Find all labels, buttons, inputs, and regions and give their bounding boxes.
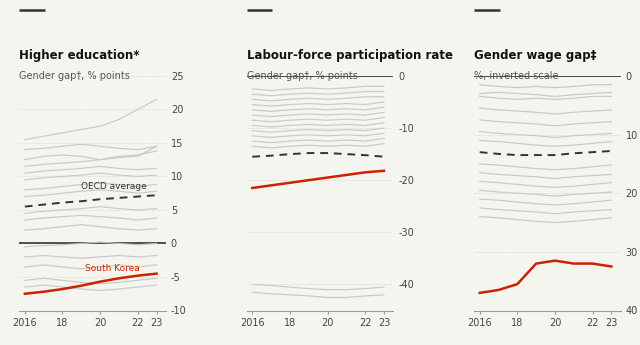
Text: Gender gap†, % points: Gender gap†, % points [246,71,358,81]
Text: South Korea: South Korea [85,264,140,274]
Text: OECD average: OECD average [81,182,147,191]
Text: Labour-force participation rate: Labour-force participation rate [246,49,452,62]
Text: Gender wage gap‡: Gender wage gap‡ [474,49,596,62]
Text: Higher education*: Higher education* [19,49,140,62]
Text: %, inverted scale: %, inverted scale [474,71,559,81]
Text: Gender gap†, % points: Gender gap†, % points [19,71,130,81]
